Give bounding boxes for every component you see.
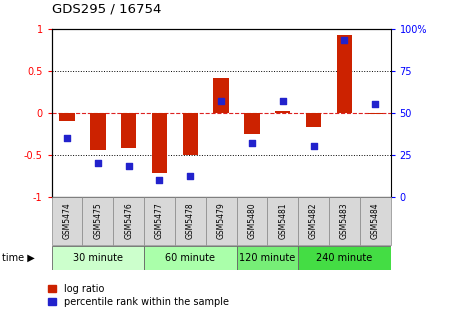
Bar — [144, 246, 237, 270]
Point — [187, 174, 194, 179]
Point — [372, 101, 379, 107]
Bar — [244, 113, 260, 134]
Point — [217, 98, 224, 103]
Bar — [113, 197, 144, 245]
Text: GSM5484: GSM5484 — [371, 203, 380, 239]
Point — [156, 177, 163, 182]
Point — [279, 98, 286, 103]
Text: GDS295 / 16754: GDS295 / 16754 — [52, 2, 161, 15]
Text: GSM5475: GSM5475 — [93, 203, 102, 239]
Text: 60 minute: 60 minute — [165, 253, 216, 263]
Bar — [306, 113, 321, 127]
Point — [94, 160, 101, 166]
Bar — [90, 113, 106, 151]
Text: GSM5482: GSM5482 — [309, 203, 318, 239]
Point — [248, 140, 255, 145]
Point — [63, 135, 70, 140]
Text: 240 minute: 240 minute — [316, 253, 373, 263]
Bar — [237, 197, 267, 245]
Bar — [213, 78, 229, 113]
Bar — [360, 197, 391, 245]
Bar — [368, 113, 383, 114]
Bar — [237, 246, 298, 270]
Text: GSM5474: GSM5474 — [62, 203, 71, 239]
Text: GSM5480: GSM5480 — [247, 203, 256, 239]
Bar — [59, 113, 75, 121]
Text: GSM5478: GSM5478 — [186, 203, 195, 239]
Bar — [337, 35, 352, 113]
Text: time ▶: time ▶ — [2, 253, 35, 263]
Point — [125, 164, 132, 169]
Text: 120 minute: 120 minute — [239, 253, 295, 263]
Text: 30 minute: 30 minute — [73, 253, 123, 263]
Bar — [183, 113, 198, 155]
Bar — [267, 197, 298, 245]
Bar — [152, 113, 167, 173]
Text: GSM5477: GSM5477 — [155, 203, 164, 239]
Bar — [83, 197, 113, 245]
Bar — [52, 197, 83, 245]
Point — [341, 38, 348, 43]
Bar — [52, 246, 144, 270]
Bar — [144, 197, 175, 245]
Bar — [206, 197, 237, 245]
Text: GSM5476: GSM5476 — [124, 203, 133, 239]
Bar — [298, 197, 329, 245]
Bar — [275, 111, 291, 113]
Bar — [175, 197, 206, 245]
Point — [310, 143, 317, 149]
Bar — [121, 113, 136, 148]
Text: GSM5483: GSM5483 — [340, 203, 349, 239]
Text: GSM5479: GSM5479 — [216, 203, 226, 239]
Bar — [298, 246, 391, 270]
Legend: log ratio, percentile rank within the sample: log ratio, percentile rank within the sa… — [48, 284, 229, 307]
Bar — [329, 197, 360, 245]
Text: GSM5481: GSM5481 — [278, 203, 287, 239]
